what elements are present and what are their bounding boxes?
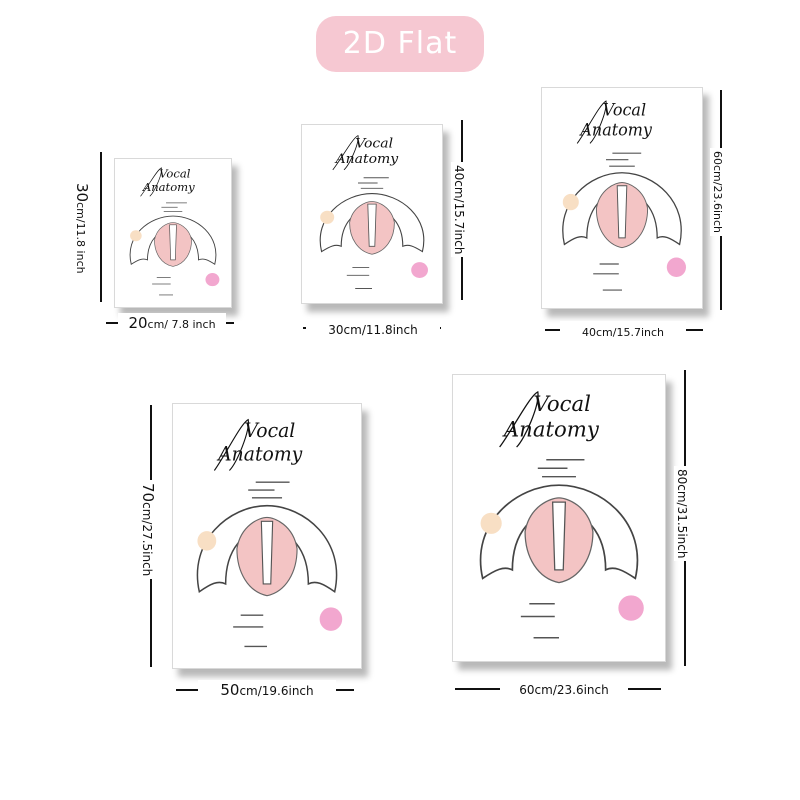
muscular-process-dot xyxy=(205,273,220,287)
format-badge: 2D Flat xyxy=(316,16,484,72)
muscular-process-dot xyxy=(411,262,428,278)
title-flourish xyxy=(140,167,162,197)
poster-60x80[interactable]: Vocal Anatomy xyxy=(452,374,666,662)
poster-title-vocal: Vocal xyxy=(603,101,646,120)
height-label-60: 60cm/23.6inch xyxy=(710,148,729,237)
muscular-process-dot xyxy=(666,257,686,278)
poster-20x30[interactable]: Vocal Anatomy xyxy=(114,158,232,308)
poster-title-vocal: Vocal xyxy=(534,391,591,416)
glottis xyxy=(367,203,377,247)
poster-40x60[interactable]: Vocal Anatomy xyxy=(541,87,703,309)
poster-title-vocal: Vocal xyxy=(159,168,191,181)
width-label-20: 20cm/ 7.8 inch xyxy=(118,313,226,332)
thyroid-cartilage xyxy=(479,484,639,580)
poster-title-anatomy: Anatomy xyxy=(578,120,652,139)
vocal-process-dot xyxy=(562,193,579,211)
poster-title-anatomy: Anatomy xyxy=(502,416,600,441)
poster-title-anatomy: Anatomy xyxy=(142,181,196,194)
poster-title-vocal: Vocal xyxy=(355,136,393,152)
height-label-20: 30cm/11.8 inch xyxy=(73,180,92,277)
poster-title-anatomy: Anatomy xyxy=(216,442,303,465)
muscular-process-dot xyxy=(319,607,343,631)
thyroid-cartilage xyxy=(319,193,425,253)
poster-30x40[interactable]: Vocal Anatomy xyxy=(301,124,443,304)
poster-50x70[interactable]: Vocal Anatomy xyxy=(172,403,362,669)
width-label-30: 30cm/11.8inch xyxy=(306,319,440,338)
glottis xyxy=(169,224,177,261)
height-label-80: 80cm/31.5inch xyxy=(674,466,693,562)
glottis xyxy=(616,185,628,239)
height-label-40: 40cm/15.7inch xyxy=(451,162,470,258)
thyroid-cartilage xyxy=(129,215,217,265)
thyroid-cartilage xyxy=(196,504,338,594)
height-line-20 xyxy=(100,152,102,302)
thyroid-cartilage xyxy=(562,172,682,246)
title-flourish xyxy=(499,390,539,448)
vocal-process-dot xyxy=(480,512,502,534)
width-label-50: 50cm/19.6inch xyxy=(198,680,336,699)
glottis xyxy=(260,520,274,585)
poster-title-vocal: Vocal xyxy=(244,419,295,442)
width-label-60: 60cm/23.6inch xyxy=(500,679,628,698)
height-label-70: 70cm/27.5inch xyxy=(139,480,158,580)
title-flourish xyxy=(576,100,607,144)
width-label-40: 40cm/15.7inch xyxy=(560,321,686,340)
muscular-process-dot xyxy=(618,595,644,621)
poster-title-anatomy: Anatomy xyxy=(334,152,399,168)
glottis xyxy=(551,501,567,571)
vocal-process-dot xyxy=(130,230,142,242)
vocal-process-dot xyxy=(197,531,217,551)
title-flourish xyxy=(332,134,359,171)
title-flourish xyxy=(213,418,249,471)
vocal-process-dot xyxy=(320,210,335,224)
